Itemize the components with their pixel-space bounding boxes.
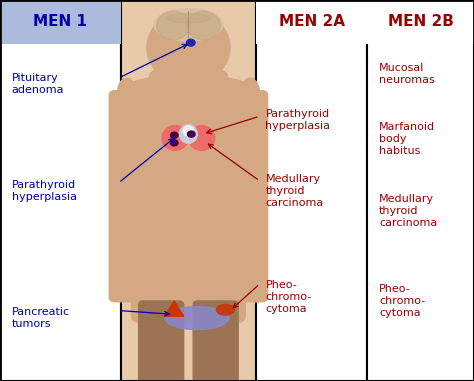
Circle shape	[170, 132, 178, 138]
Text: Pancreatic
tumors: Pancreatic tumors	[12, 307, 70, 329]
FancyBboxPatch shape	[124, 90, 252, 185]
Ellipse shape	[127, 75, 250, 100]
Bar	[170, 55, 206, 95]
FancyBboxPatch shape	[236, 91, 267, 302]
Bar	[367, 0, 474, 381]
Bar	[367, 0, 474, 44]
FancyBboxPatch shape	[109, 91, 140, 302]
Ellipse shape	[189, 126, 215, 150]
Ellipse shape	[183, 126, 193, 136]
Ellipse shape	[216, 304, 234, 315]
FancyBboxPatch shape	[131, 251, 246, 322]
Ellipse shape	[147, 11, 230, 85]
Ellipse shape	[162, 126, 188, 150]
Text: Pituitary
adenoma: Pituitary adenoma	[12, 73, 64, 95]
Ellipse shape	[167, 14, 210, 23]
Polygon shape	[164, 301, 183, 316]
Ellipse shape	[117, 78, 136, 109]
Text: MEN 1: MEN 1	[34, 14, 87, 29]
Bar	[121, 0, 256, 381]
Circle shape	[186, 39, 195, 46]
Text: Marfanoid
body
habitus: Marfanoid body habitus	[379, 122, 435, 156]
Circle shape	[170, 140, 178, 146]
Text: Mucosal
neuromas: Mucosal neuromas	[379, 63, 435, 85]
Text: MEN 2A: MEN 2A	[279, 14, 345, 29]
Text: Parathyroid
hyperplasia: Parathyroid hyperplasia	[12, 179, 77, 202]
Bar	[256, 0, 367, 381]
FancyBboxPatch shape	[193, 301, 238, 381]
Text: Pheo-
chromo-
cytoma: Pheo- chromo- cytoma	[265, 280, 312, 314]
Ellipse shape	[156, 11, 190, 40]
Text: Medullary
thyroid
carcinoma: Medullary thyroid carcinoma	[379, 194, 438, 229]
FancyBboxPatch shape	[138, 301, 183, 381]
Text: MEN 2B: MEN 2B	[388, 14, 454, 29]
Ellipse shape	[240, 78, 259, 109]
Bar	[0, 0, 121, 381]
Bar	[256, 0, 367, 44]
Ellipse shape	[165, 307, 229, 330]
Text: Pheo-
chromo-
cytoma: Pheo- chromo- cytoma	[379, 284, 426, 318]
Ellipse shape	[179, 125, 197, 143]
Ellipse shape	[154, 8, 223, 41]
Ellipse shape	[149, 65, 228, 88]
FancyBboxPatch shape	[131, 162, 246, 272]
Ellipse shape	[187, 11, 220, 40]
Bar	[0, 0, 121, 44]
Text: Parathyroid
hyperplasia: Parathyroid hyperplasia	[265, 109, 330, 131]
Circle shape	[187, 131, 195, 137]
Text: Medullary
thyroid
carcinoma: Medullary thyroid carcinoma	[265, 173, 324, 208]
